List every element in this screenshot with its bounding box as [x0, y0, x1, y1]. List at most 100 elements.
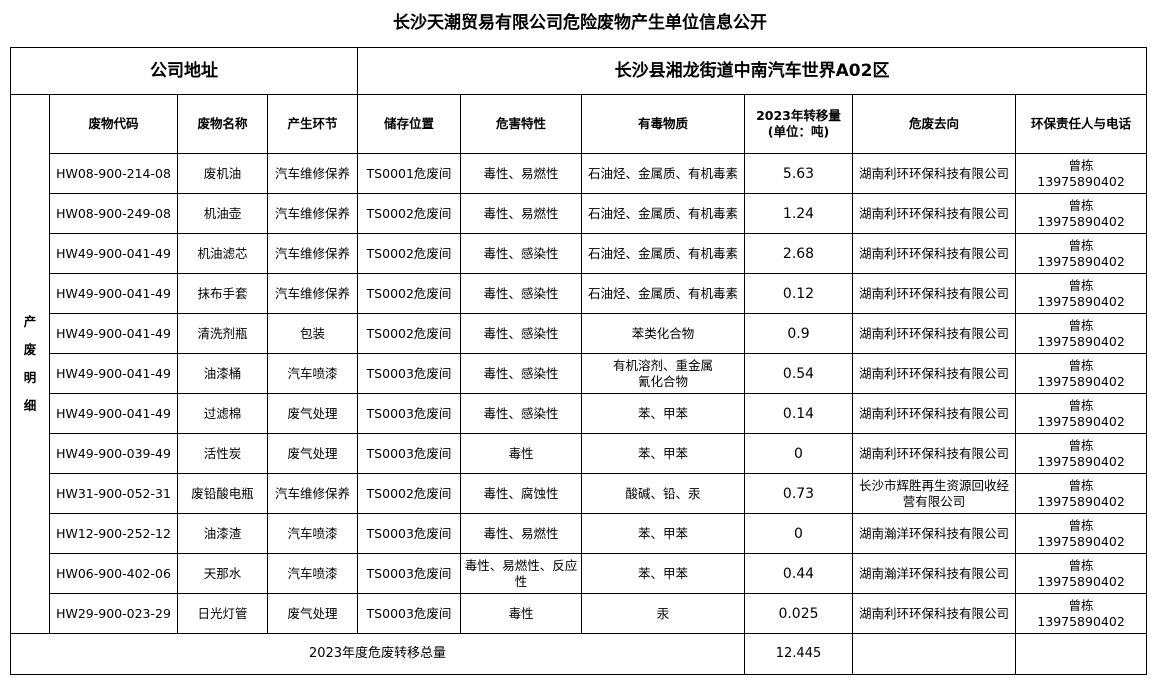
col-hazard-cell: 毒性	[460, 593, 582, 634]
header-row: 产废明细 废物代码 废物名称 产生环节 储存位置 危害特性 有毒物质 2023年转移量 (单…	[10, 94, 1148, 634]
col-name-cell: 过滤棉	[177, 393, 268, 434]
col-amount-cell: 2.68	[744, 233, 853, 274]
header-contact: 环保责任人与电话	[1014, 94, 1148, 154]
side-label-text: 产废明细	[23, 314, 37, 413]
col-stage-cell: 废气处理	[267, 393, 358, 434]
col-amount-cell: 0	[744, 433, 853, 474]
waste-info-table: 公司地址 长沙县湘龙街道中南汽车世界A02区 产废明细 废物代码 废物名称 产生环节…	[10, 47, 1148, 675]
col-hazard-cell: 毒性	[460, 433, 582, 474]
col-code-cell: HW49-900-041-49	[49, 273, 178, 314]
col-amount-cell: 0	[744, 513, 853, 554]
col-toxic-cell: 苯、甲苯	[581, 513, 745, 554]
header-storage: 储存位置	[357, 94, 461, 154]
col-code-cell: HW08-900-249-08	[49, 193, 178, 234]
col-toxic-cell: 石油烃、金属质、有机毒素	[581, 233, 745, 274]
total-value: 12.445	[744, 633, 853, 675]
col-name-cell: 清洗剂瓶	[177, 313, 268, 354]
col-name-cell: 机油滤芯	[177, 233, 268, 274]
col-stage-cell: 汽车维修保养	[267, 153, 358, 194]
col-stage-cell: 汽车维修保养	[267, 273, 358, 314]
col-hazard-cell: 毒性、感染性	[460, 313, 582, 354]
table-row: HW12-900-252-12 油漆渣 汽车喷漆 TS0003危废间 毒性、易燃性 苯、甲…	[11, 513, 1148, 554]
col-storage-cell: TS0003危废间	[357, 553, 461, 594]
col-stage-cell: 汽车喷漆	[267, 553, 358, 594]
col-storage-cell: TS0001危废间	[357, 153, 461, 194]
col-name-cell: 油漆桶	[177, 353, 268, 394]
col-name-cell: 废机油	[177, 153, 268, 194]
header-name: 废物名称	[177, 94, 268, 154]
col-stage-cell: 汽车维修保养	[267, 233, 358, 274]
col-stage-cell: 汽车维修保养	[267, 473, 358, 514]
col-code-cell: HW12-900-252-12	[49, 513, 178, 554]
col-hazard-cell: 毒性、腐蚀性	[460, 473, 582, 514]
header-toxic: 有毒物质	[581, 94, 745, 154]
col-contact-cell: 曾栋 13975890402	[1014, 513, 1148, 554]
col-destination-cell: 湖南利环环保科技有限公司	[852, 353, 1016, 394]
col-hazard-cell: 毒性、感染性	[460, 353, 582, 394]
col-name-cell: 机油壶	[177, 193, 268, 234]
col-destination-cell: 湖南利环环保科技有限公司	[852, 233, 1016, 274]
address-label: 公司地址	[10, 47, 358, 95]
table-row: HW08-900-249-08 机油壶 汽车维修保养 TS0002危废间 毒性、易燃性石…	[11, 193, 1148, 234]
col-amount-cell: 0.025	[744, 593, 853, 634]
header-destination: 危废去向	[852, 94, 1016, 154]
col-toxic-cell: 汞	[581, 593, 745, 634]
col-destination-cell: 湖南利环环保科技有限公司	[852, 153, 1016, 194]
col-contact-cell: 曾栋 13975890402	[1014, 153, 1148, 194]
col-toxic-cell: 苯类化合物	[581, 313, 745, 354]
col-storage-cell: TS0002危废间	[357, 313, 461, 354]
col-toxic-cell: 石油烃、金属质、有机毒素	[581, 273, 745, 314]
total-row: 2023年度危废转移总量 12.445	[10, 633, 1148, 675]
col-name-cell: 废铅酸电瓶	[177, 473, 268, 514]
address-value: 长沙县湘龙街道中南汽车世界A02区	[356, 47, 1148, 95]
col-hazard-cell: 毒性、感染性	[460, 393, 582, 434]
col-name-cell: 日光灯管	[177, 593, 268, 634]
col-stage-cell: 废气处理	[267, 593, 358, 634]
col-code-cell: HW49-900-039-49	[49, 433, 178, 474]
col-code-cell: HW06-900-402-06	[49, 553, 178, 594]
table-row: HW49-900-041-49 清洗剂瓶 包装 TS0002危废间 毒性、感染性 苯类化合…	[11, 313, 1148, 354]
col-code-cell: HW08-900-214-08	[49, 153, 178, 194]
header-code: 废物代码	[49, 94, 178, 154]
col-hazard-cell: 毒性、易燃性	[460, 193, 582, 234]
col-amount-cell: 1.24	[744, 193, 853, 234]
col-contact-cell: 曾栋 13975890402	[1014, 353, 1148, 394]
col-code-cell: HW29-900-023-29	[49, 593, 178, 634]
col-stage-cell: 汽车喷漆	[267, 353, 358, 394]
col-stage-cell: 包装	[267, 313, 358, 354]
col-hazard-cell: 毒性、易燃性	[460, 513, 582, 554]
col-code-cell: HW31-900-052-31	[49, 473, 178, 514]
header-amount: 2023年转移量 (单位：吨)	[744, 94, 853, 154]
col-destination-cell: 湖南瀚洋环保科技有限公司	[852, 513, 1016, 554]
col-toxic-cell: 苯、甲苯	[581, 553, 745, 594]
col-storage-cell: TS0002危废间	[357, 473, 461, 514]
col-amount-cell: 5.63	[744, 153, 853, 194]
col-name-cell: 抹布手套	[177, 273, 268, 314]
col-amount-cell: 0.73	[744, 473, 853, 514]
col-toxic-cell: 苯、甲苯	[581, 393, 745, 434]
col-destination-cell: 湖南利环环保科技有限公司	[852, 433, 1016, 474]
col-amount-cell: 0.44	[744, 553, 853, 594]
col-destination-cell: 湖南利环环保科技有限公司	[852, 593, 1016, 634]
col-contact-cell: 曾栋 13975890402	[1014, 233, 1148, 274]
table-row: HW49-900-039-49 活性炭 废气处理 TS0003危废间 毒性 苯、甲苯 0 湖南…	[11, 433, 1148, 474]
col-destination-cell: 湖南利环环保科技有限公司	[852, 193, 1016, 234]
empty-cell	[852, 633, 1016, 675]
col-storage-cell: TS0003危废间	[357, 393, 461, 434]
table-row: HW49-900-041-49 过滤棉 废气处理 TS0003危废间 毒性、感染性 苯、甲…	[11, 393, 1148, 434]
col-destination-cell: 长沙市辉胜再生资源回收经营有限公司	[852, 473, 1016, 514]
empty-cell	[1014, 633, 1148, 675]
col-hazard-cell: 毒性、易燃性、反应性	[460, 553, 582, 594]
col-stage-cell: 汽车维修保养	[267, 193, 358, 234]
col-name-cell: 天那水	[177, 553, 268, 594]
col-amount-cell: 0.54	[744, 353, 853, 394]
col-destination-cell: 湖南利环环保科技有限公司	[852, 273, 1016, 314]
col-contact-cell: 曾栋 13975890402	[1014, 273, 1148, 314]
col-contact-cell: 曾栋 13975890402	[1014, 393, 1148, 434]
col-toxic-cell: 石油烃、金属质、有机毒素	[581, 193, 745, 234]
table-row: HW49-900-041-49 抹布手套 汽车维修保养 TS0002危废间 毒性、感染性…	[11, 273, 1148, 314]
col-contact-cell: 曾栋 13975890402	[1014, 473, 1148, 514]
col-code-cell: HW49-900-041-49	[49, 233, 178, 274]
col-storage-cell: TS0002危废间	[357, 233, 461, 274]
col-storage-cell: TS0002危废间	[357, 273, 461, 314]
